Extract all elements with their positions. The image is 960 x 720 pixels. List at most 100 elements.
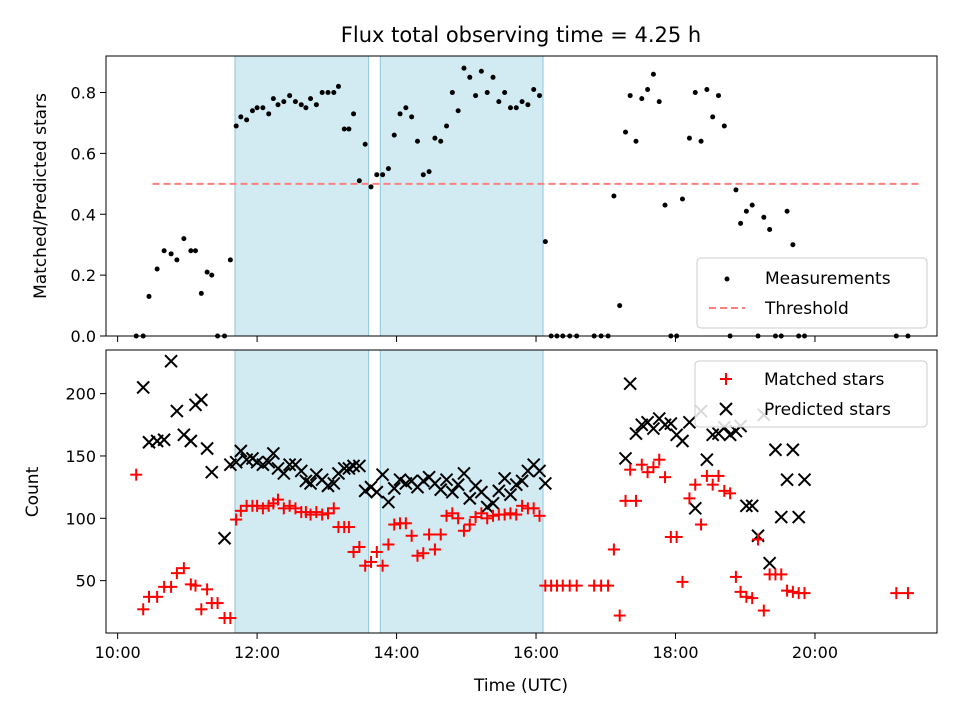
measurement-point bbox=[627, 93, 633, 99]
matched-stars-point bbox=[201, 583, 214, 596]
measurement-point bbox=[633, 138, 639, 144]
predicted-stars-point bbox=[480, 500, 494, 514]
matched-stars-point bbox=[277, 502, 290, 515]
measurement-point bbox=[303, 105, 309, 111]
matched-stars-point bbox=[304, 508, 317, 521]
predicted-stars-point bbox=[509, 477, 523, 492]
measurement-point bbox=[188, 248, 194, 254]
top-y-tick-label: 0.6 bbox=[71, 144, 96, 163]
matched-stars-point bbox=[376, 559, 389, 572]
predicted-stars-point bbox=[303, 476, 318, 491]
measurement-point bbox=[204, 269, 210, 275]
predicted-stars-point bbox=[739, 499, 754, 513]
measurement-point bbox=[698, 138, 704, 144]
predicted-stars-point bbox=[205, 465, 219, 479]
chart-title: Flux total observing time = 4.25 h bbox=[341, 23, 701, 47]
predicted-stars-point bbox=[393, 472, 407, 487]
measurement-point bbox=[761, 214, 767, 220]
predicted-stars-point bbox=[434, 482, 448, 497]
bottom-panel: 50 100 150 200 10:00 12:00 14:00 16:00 18:00 20:… bbox=[23, 349, 938, 696]
matched-stars-point bbox=[683, 492, 696, 505]
measurement-point bbox=[656, 99, 662, 105]
measurement-point bbox=[287, 93, 293, 99]
measurement-point bbox=[380, 172, 386, 178]
matched-stars-point bbox=[624, 463, 637, 476]
bottom-y-axis-label: Count bbox=[23, 466, 43, 517]
matched-stars-point bbox=[211, 597, 224, 610]
matched-stars-point bbox=[370, 545, 383, 558]
predicted-stars-point bbox=[492, 484, 506, 498]
measurement-point bbox=[351, 111, 357, 117]
bottom-shaded-interval-0 bbox=[234, 349, 370, 634]
measurement-point bbox=[749, 202, 755, 208]
top-shaded-intervals bbox=[234, 55, 544, 337]
legend-threshold-label: Threshold bbox=[764, 299, 849, 319]
measurement-point bbox=[249, 108, 255, 114]
legend-predicted-marker bbox=[719, 402, 733, 416]
measurement-point bbox=[198, 290, 204, 296]
matched-stars-point bbox=[746, 592, 759, 605]
measurement-point bbox=[473, 93, 479, 99]
x-tick-label: 12:00 bbox=[234, 643, 280, 662]
measurement-point bbox=[623, 129, 629, 135]
matched-stars-point bbox=[533, 509, 546, 522]
top-shaded-interval-1 bbox=[379, 55, 544, 337]
matched-stars-point bbox=[676, 575, 689, 588]
predicted-stars-point bbox=[346, 459, 361, 473]
legend-matched-marker bbox=[720, 373, 732, 385]
matched-stars-point bbox=[647, 461, 660, 474]
predicted-stars-point bbox=[780, 472, 794, 487]
measurement-point bbox=[154, 266, 160, 272]
measurement-point bbox=[292, 99, 298, 105]
measurement-point bbox=[368, 184, 374, 190]
bottom-legend: Matched stars Predicted stars bbox=[694, 360, 928, 428]
predicted-stars-point bbox=[688, 501, 702, 516]
measurement-point bbox=[692, 90, 698, 96]
predicted-stars-point bbox=[463, 491, 477, 506]
matched-stars-point bbox=[364, 555, 377, 568]
measurement-point bbox=[449, 90, 455, 96]
measurement-point bbox=[784, 208, 790, 214]
top-plot-frame bbox=[105, 55, 938, 337]
predicted-stars-point bbox=[791, 510, 806, 524]
measurement-point bbox=[414, 138, 420, 144]
predicted-stars-point bbox=[194, 393, 209, 407]
measurement-point bbox=[611, 193, 617, 199]
measurement-point bbox=[270, 96, 276, 102]
predicted-stars-point bbox=[538, 476, 553, 491]
measurement-point bbox=[645, 86, 651, 92]
predicted-stars-point bbox=[164, 354, 178, 368]
top-y-axis-label: Matched/Predicted stars bbox=[31, 93, 51, 299]
matched-stars-series bbox=[130, 453, 914, 625]
predicted-stars-point bbox=[503, 487, 518, 502]
measurement-point bbox=[455, 108, 461, 114]
predicted-stars-point bbox=[797, 472, 812, 487]
predicted-stars-point bbox=[184, 434, 198, 448]
bottom-plot-frame bbox=[105, 349, 938, 634]
predicted-stars-point bbox=[675, 434, 690, 448]
predicted-stars-point bbox=[327, 476, 341, 491]
matched-stars-point bbox=[327, 502, 340, 515]
top-x-ticks bbox=[117, 336, 816, 342]
measurement-point bbox=[233, 123, 239, 129]
matched-stars-point bbox=[165, 580, 178, 593]
measurement-point bbox=[444, 123, 450, 129]
predicted-stars-point bbox=[157, 433, 171, 447]
bottom-y-axis: 50 100 150 200 bbox=[65, 385, 106, 591]
measurement-point bbox=[537, 93, 543, 99]
measurement-point bbox=[385, 166, 391, 172]
measurement-point bbox=[181, 236, 187, 242]
top-y-tick-label: 0.8 bbox=[71, 84, 96, 103]
bottom-y-tick-label: 100 bbox=[65, 509, 96, 528]
measurement-point bbox=[308, 96, 314, 102]
measurement-point bbox=[639, 96, 645, 102]
predicted-stars-point bbox=[387, 481, 401, 496]
predicted-stars-point bbox=[234, 444, 248, 458]
measurement-point bbox=[331, 90, 337, 96]
measurement-point bbox=[192, 248, 198, 254]
measurement-point bbox=[715, 93, 721, 99]
predicted-stars-point bbox=[618, 451, 633, 466]
measurement-point bbox=[244, 117, 250, 123]
predicted-stars-point bbox=[416, 474, 430, 488]
